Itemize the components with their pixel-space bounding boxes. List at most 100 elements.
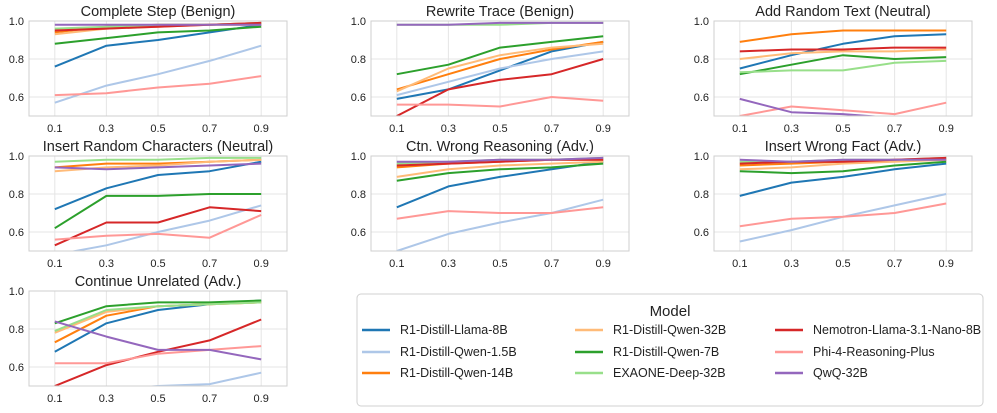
x-tick-label: 0.9 [254, 123, 269, 135]
series-line-r1-distill-qwen-32b [739, 158, 947, 171]
legend-label: EXAONE-Deep-32B [613, 366, 726, 380]
y-tick-label: 1.0 [694, 16, 709, 28]
plot-border [713, 20, 973, 117]
series-group [396, 21, 604, 116]
plot-border [370, 20, 630, 117]
y-tick-label: 1.0 [9, 16, 24, 28]
subplot-title: Add Random Text (Neutral) [755, 4, 930, 20]
series-line-qwq-32b [396, 156, 604, 163]
series-line-r1-distill-llama-8b [54, 160, 262, 211]
series-line-phi-4-reasoning-plus [396, 96, 604, 108]
series-line-r1-distill-qwen-1-5b [54, 44, 262, 104]
legend-label: Phi-4-Reasoning-Plus [813, 345, 935, 359]
series-line-r1-distill-qwen-1-5b [396, 198, 604, 251]
series-line-phi-4-reasoning-plus [54, 213, 262, 241]
x-tick-label: 0.5 [150, 123, 165, 135]
series-line-r1-distill-qwen-7b [54, 299, 262, 325]
x-tick-label: 0.7 [544, 123, 559, 135]
legend-frame [356, 293, 984, 407]
y-tick-label: 1.0 [351, 16, 366, 28]
legend-label: R1-Distill-Qwen-14B [400, 366, 513, 380]
series-line-r1-distill-qwen-7b [54, 193, 262, 230]
series-line-phi-4-reasoning-plus [739, 202, 947, 228]
subplot-grid: 0.1 0.3 0.5 0.7 0.9 0.6 0.8 1.0 Complete Step (B… [9, 4, 973, 405]
series-line-r1-distill-qwen-1-5b [144, 371, 262, 386]
series-line-r1-distill-qwen-7b [54, 25, 262, 45]
y-tick-label: 0.6 [694, 227, 709, 239]
series-group [396, 156, 604, 251]
subplot-6: 0.1 0.3 0.5 0.7 0.9 0.6 0.8 1.0 Insert Wrong Fac… [694, 139, 973, 270]
legend-label: R1-Distill-Qwen-7B [613, 345, 719, 359]
y-tick-label: 0.8 [9, 189, 24, 201]
x-tick-label: 0.9 [596, 258, 611, 270]
y-tick-label: 1.0 [694, 151, 709, 163]
x-tick-label: 0.1 [47, 393, 62, 405]
series-line-r1-distill-llama-8b [396, 40, 604, 100]
x-tick-label: 0.1 [389, 123, 404, 135]
series-line-r1-distill-qwen-1-5b [69, 204, 262, 251]
x-tick-label: 0.7 [202, 393, 217, 405]
series-line-qwq-32b [396, 21, 604, 26]
series-line-qwq-32b [739, 158, 947, 163]
legend-item: EXAONE-Deep-32B [575, 366, 726, 380]
subplot-title: Insert Random Characters (Neutral) [43, 139, 273, 155]
x-tick-label: 0.3 [99, 123, 114, 135]
series-line-r1-distill-qwen-7b [396, 35, 604, 76]
x-tick-label: 0.5 [492, 258, 507, 270]
x-tick-label: 0.1 [389, 258, 404, 270]
legend-item: QwQ-32B [775, 366, 868, 380]
series-line-r1-distill-qwen-7b [739, 54, 947, 76]
y-tick-label: 0.8 [9, 54, 24, 66]
x-tick-label: 0.7 [544, 258, 559, 270]
x-tick-label: 0.3 [784, 258, 799, 270]
series-line-qwq-32b [54, 162, 262, 171]
series-line-r1-distill-qwen-14b [739, 29, 947, 43]
subplot-5: 0.1 0.3 0.5 0.7 0.9 0.6 0.8 1.0 Ctn. Wrong Reaso… [351, 139, 630, 270]
legend-label: R1-Distill-Qwen-32B [613, 323, 726, 337]
x-tick-label: 0.3 [99, 393, 114, 405]
x-tick-label: 0.5 [150, 258, 165, 270]
series-line-r1-distill-llama-8b [739, 33, 947, 70]
x-tick-label: 0.3 [441, 258, 456, 270]
x-tick-label: 0.1 [47, 123, 62, 135]
x-tick-label: 0.5 [150, 393, 165, 405]
y-tick-label: 0.8 [351, 189, 366, 201]
series-line-qwq-32b [739, 97, 883, 116]
legend-item: Phi-4-Reasoning-Plus [775, 345, 935, 359]
x-tick-label: 0.3 [784, 123, 799, 135]
y-tick-label: 0.6 [351, 227, 366, 239]
y-tick-label: 0.8 [694, 189, 709, 201]
legend-item: R1-Distill-Qwen-1.5B [362, 345, 517, 359]
series-group [739, 29, 947, 116]
legend: Model R1-Distill-Llama-8B R1-Distill-Qwen… [356, 293, 984, 407]
x-tick-label: 0.7 [202, 258, 217, 270]
x-tick-label: 0.5 [492, 123, 507, 135]
x-tick-label: 0.3 [99, 258, 114, 270]
x-tick-label: 0.1 [47, 258, 62, 270]
y-tick-label: 0.6 [9, 362, 24, 374]
series-line-exaone-deep-32b [54, 156, 262, 163]
legend-label: R1-Distill-Llama-8B [400, 323, 508, 337]
subplot-1: 0.1 0.3 0.5 0.7 0.9 0.6 0.8 1.0 Complete Step (B… [9, 4, 288, 135]
series-line-nemotron-llama-3-1-nano-8b [739, 46, 947, 53]
y-tick-label: 0.6 [9, 227, 24, 239]
legend-item: R1-Distill-Qwen-32B [575, 323, 726, 337]
plot-border [28, 155, 288, 252]
series-line-phi-4-reasoning-plus [739, 101, 947, 116]
plot-border [28, 20, 288, 117]
legend-item: R1-Distill-Llama-8B [362, 323, 508, 337]
x-tick-label: 0.9 [939, 123, 954, 135]
series-line-r1-distill-qwen-7b [739, 160, 947, 175]
subplot-2: 0.1 0.3 0.5 0.7 0.9 0.6 0.8 1.0 Rewrite Trace (B… [351, 4, 630, 135]
y-tick-label: 0.8 [9, 324, 24, 336]
series-line-exaone-deep-32b [54, 301, 262, 332]
series-group [54, 299, 262, 386]
subplot-4: 0.1 0.3 0.5 0.7 0.9 0.6 0.8 1.0 Insert Random Ch… [9, 139, 288, 270]
subplot-title: Rewrite Trace (Benign) [426, 4, 574, 20]
series-line-r1-distill-llama-8b [739, 162, 947, 197]
subplot-3: 0.1 0.3 0.5 0.7 0.9 0.6 0.8 1.0 Add Random Text … [694, 4, 973, 135]
legend-item: Nemotron-Llama-3.1-Nano-8B [775, 323, 981, 337]
y-tick-label: 1.0 [9, 151, 24, 163]
x-tick-label: 0.5 [835, 123, 850, 135]
